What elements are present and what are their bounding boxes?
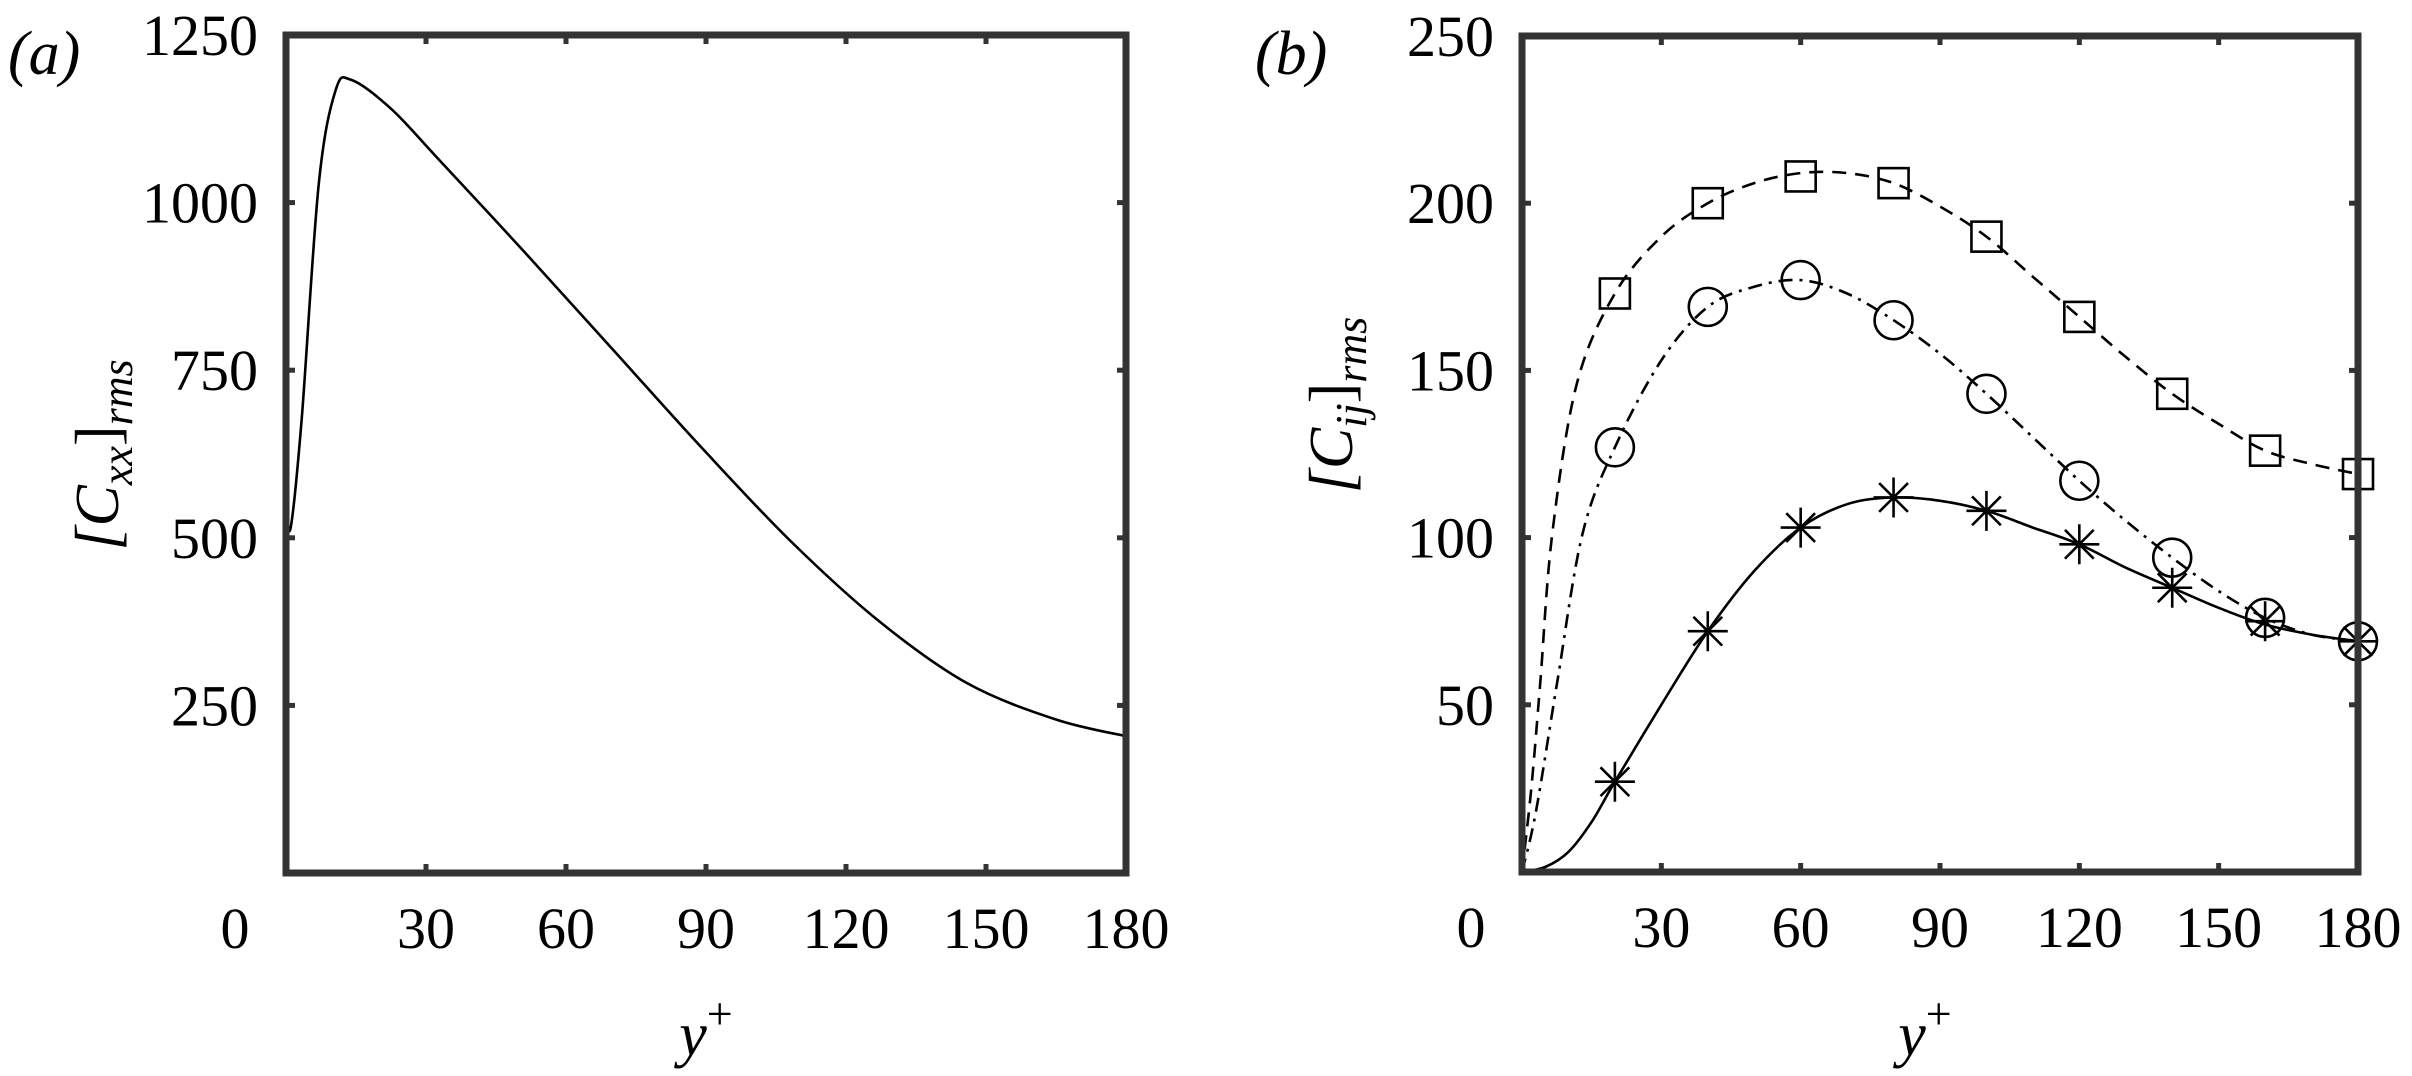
x-tick-label: 90: [1911, 895, 1969, 960]
y-tick-label: 500: [171, 506, 258, 571]
curve-square-dashed: [1522, 170, 2358, 872]
x-tick-label: 150: [2175, 895, 2262, 960]
square-marker-icon: [2063, 300, 2096, 334]
y-tick-label: 250: [1407, 4, 1494, 69]
circle-marker-icon: [1873, 299, 1914, 341]
asterisk-marker-icon: [1687, 611, 1728, 652]
x-tick-label: 0: [221, 896, 250, 961]
square-marker-icon: [1598, 277, 1632, 310]
series-group: [286, 76, 1126, 738]
panel-b-plot-area: [1518, 32, 2379, 876]
asterisk-marker-icon: [1966, 490, 2007, 531]
asterisk-marker-icon: [1594, 761, 1635, 802]
y-tick-label: 200: [1407, 171, 1494, 236]
asterisk-marker-icon: [1780, 507, 1821, 548]
panel-b-y-axis-label: [Cij]rms: [1298, 317, 1376, 494]
x-tick-label: 180: [2315, 895, 2402, 960]
square-marker-icon: [1877, 166, 1910, 200]
square-marker-icon: [1970, 220, 2003, 253]
y-tick-label: 50: [1436, 673, 1494, 738]
x-tick-label: 30: [1632, 895, 1690, 960]
square-marker-icon: [2155, 377, 2189, 411]
axis-frame: [1518, 32, 2362, 876]
x-tick-label: 120: [803, 896, 890, 961]
series-group: [1522, 160, 2379, 872]
panel-a-y-axis-label: [Cxx]rms: [64, 359, 142, 550]
panel-b-label: (b): [1255, 20, 1327, 88]
x-tick-label: 120: [2036, 895, 2123, 960]
x-tick-label: 180: [1083, 896, 1170, 961]
x-tick-label: 90: [677, 896, 735, 961]
circle-marker-icon: [1594, 427, 1636, 468]
panel-a-plot-area: [282, 31, 1130, 877]
panel-a: (a) 0 30 60 90 120 150 180 250 500 750 1000 1250 [C…: [8, 3, 1170, 1069]
x-tick-label: 150: [943, 896, 1030, 961]
asterisk-marker-icon: [2152, 567, 2193, 608]
panel-b-x-axis-label: y+: [1892, 988, 1951, 1069]
square-marker-icon: [2248, 434, 2282, 467]
x-tick-label: 0: [1457, 895, 1486, 960]
x-tick-label: 30: [397, 896, 455, 961]
circle-marker-icon: [1780, 259, 1821, 301]
circle-marker-icon: [2059, 460, 2100, 502]
circle-marker-icon: [1966, 373, 2007, 415]
y-tick-label: 750: [171, 338, 258, 403]
panel-b-tick-labels: 0 30 60 90 120 150 180 50 100 150 200 250: [1407, 4, 2402, 960]
curve-Cxx: [286, 76, 1126, 738]
y-tick-label: 250: [171, 673, 258, 738]
y-tick-label: 1250: [142, 3, 258, 68]
curve-star-solid: [1522, 496, 2358, 872]
curve-circle-dashdot: [1522, 278, 2358, 872]
panel-a-label: (a): [8, 20, 80, 88]
asterisk-marker-icon: [1873, 477, 1914, 518]
panel-a-x-axis-label: y+: [673, 988, 732, 1069]
x-tick-label: 60: [537, 896, 595, 961]
y-tick-label: 1000: [142, 171, 258, 236]
y-tick-label: 150: [1407, 338, 1494, 403]
x-tick-label: 60: [1772, 895, 1830, 960]
panel-a-tick-labels: 0 30 60 90 120 150 180 250 500 750 1000 1250: [142, 3, 1170, 961]
y-tick-label: 100: [1407, 506, 1494, 571]
circle-marker-icon: [1687, 286, 1729, 328]
asterisk-marker-icon: [2245, 601, 2286, 642]
square-marker-icon: [1691, 186, 1725, 220]
square-marker-icon: [1784, 160, 1817, 193]
asterisk-marker-icon: [2059, 524, 2100, 565]
panel-b: (b) 0 30 60 90 120 150 180 50 100 150 200 250 [Cij]…: [1255, 4, 2402, 1069]
